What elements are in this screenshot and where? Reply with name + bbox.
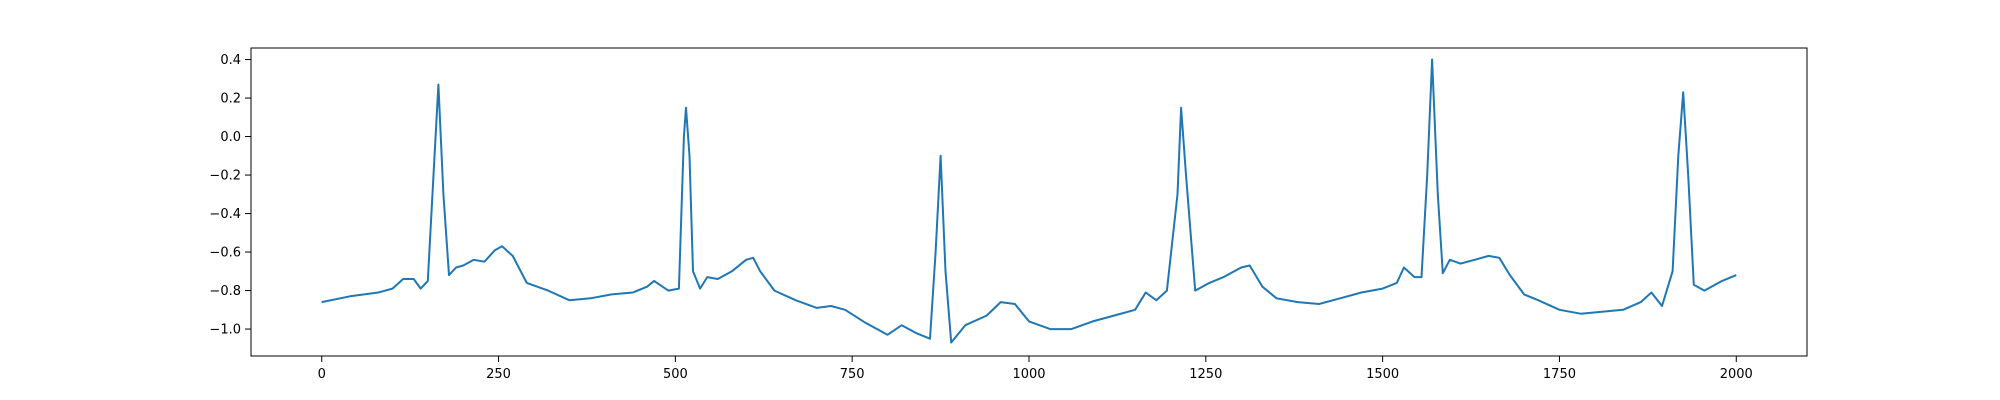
- y-tick-label: −0.2: [209, 169, 241, 184]
- x-tick-label: 1500: [1366, 367, 1399, 382]
- x-tick-label: 250: [486, 367, 511, 382]
- plot-area: [251, 48, 1807, 356]
- y-tick-label: −0.8: [209, 284, 241, 299]
- y-tick-label: −1.0: [209, 323, 241, 338]
- x-tick-label: 1250: [1189, 367, 1222, 382]
- y-tick-label: 0.4: [220, 53, 241, 68]
- y-tick-label: 0.0: [220, 130, 241, 145]
- x-tick-label: 1750: [1543, 367, 1576, 382]
- y-tick-label: −0.4: [209, 207, 241, 222]
- x-tick-label: 1000: [1012, 367, 1045, 382]
- y-tick-label: 0.2: [220, 92, 241, 107]
- x-tick-label: 500: [663, 367, 688, 382]
- x-tick-label: 2000: [1720, 367, 1753, 382]
- plot-frame: [250, 47, 1808, 357]
- series-line-0: [321, 58, 1737, 344]
- y-axis: 0.4 0.2 0.0 −0.2 −0.4 −0.6 −0.8 −1.0: [209, 53, 251, 338]
- x-tick-label: 0: [318, 367, 326, 382]
- y-tick-label: −0.6: [209, 246, 241, 261]
- x-axis: 0 250 500 750 1000 1250 1500 1750 2000: [318, 356, 1753, 382]
- x-tick-label: 750: [840, 367, 865, 382]
- series-layer: [321, 58, 1737, 344]
